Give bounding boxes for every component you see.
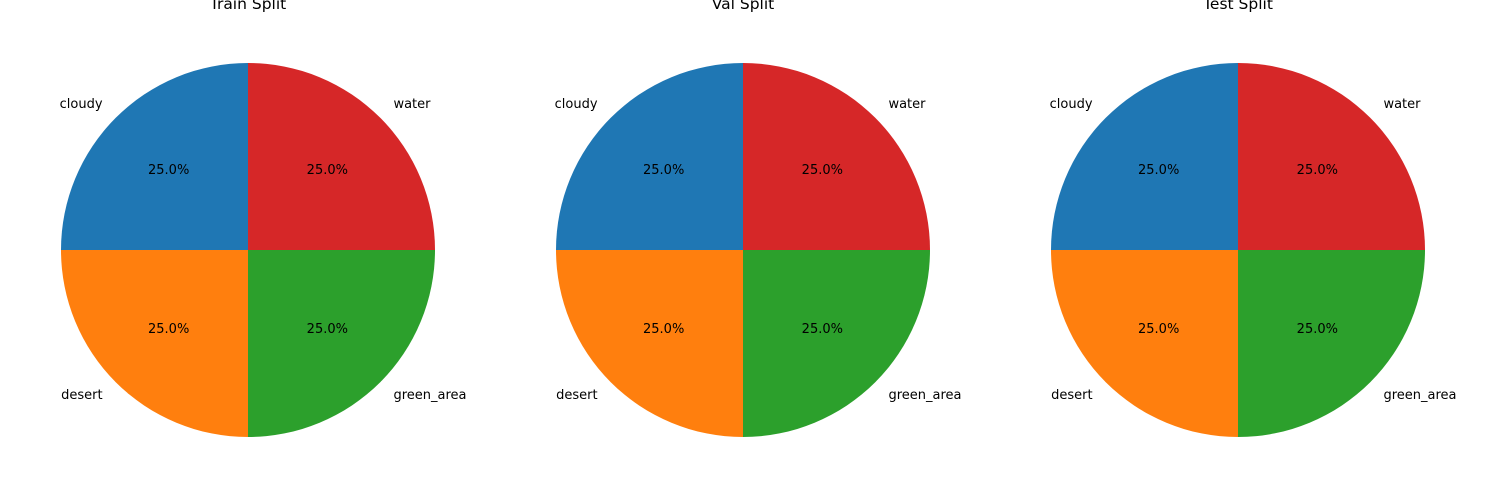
slice-label-desert: desert: [1051, 388, 1092, 403]
pie-slice-green-area: [743, 250, 930, 437]
percent-label-cloudy: 25.0%: [643, 163, 684, 178]
chart-title: Test Split: [1202, 0, 1273, 13]
slice-label-green-area: green_area: [888, 388, 961, 403]
pie-slice-cloudy: [1051, 63, 1238, 250]
percent-label-desert: 25.0%: [148, 322, 189, 337]
slice-label-desert: desert: [556, 388, 597, 403]
pie-chart-test: Test Split cloudy 25.0% desert 25.0% green_a…: [1050, 0, 1456, 437]
slice-label-cloudy: cloudy: [555, 97, 598, 112]
percent-label-green-area: 25.0%: [307, 322, 348, 337]
pie-slice-water: [743, 63, 930, 250]
pie-slice-desert: [1051, 250, 1238, 437]
slice-label-water: water: [1383, 97, 1421, 112]
percent-label-water: 25.0%: [307, 163, 348, 178]
percent-label-cloudy: 25.0%: [1138, 163, 1179, 178]
slice-label-cloudy: cloudy: [60, 97, 103, 112]
pie-chart-val: Val Split cloudy 25.0% desert 25.0% green_ar…: [555, 0, 961, 437]
pie-chart-train: Train Split cloudy 25.0% desert 25.0% green_…: [60, 0, 466, 437]
slice-label-green-area: green_area: [1383, 388, 1456, 403]
pie-slice-cloudy: [61, 63, 248, 250]
pie-slice-green-area: [248, 250, 435, 437]
slice-label-cloudy: cloudy: [1050, 97, 1093, 112]
slice-label-water: water: [888, 97, 926, 112]
pie-slice-green-area: [1238, 250, 1425, 437]
chart-title: Val Split: [712, 0, 775, 13]
pie-slice-desert: [556, 250, 743, 437]
pie-slice-water: [1238, 63, 1425, 250]
percent-label-cloudy: 25.0%: [148, 163, 189, 178]
percent-label-green-area: 25.0%: [1297, 322, 1338, 337]
slice-label-water: water: [393, 97, 431, 112]
pie-slice-desert: [61, 250, 248, 437]
percent-label-green-area: 25.0%: [802, 322, 843, 337]
slice-label-green-area: green_area: [393, 388, 466, 403]
percent-label-water: 25.0%: [1297, 163, 1338, 178]
percent-label-water: 25.0%: [802, 163, 843, 178]
pie-slice-water: [248, 63, 435, 250]
percent-label-desert: 25.0%: [643, 322, 684, 337]
percent-label-desert: 25.0%: [1138, 322, 1179, 337]
slice-label-desert: desert: [61, 388, 102, 403]
pie-slice-cloudy: [556, 63, 743, 250]
chart-title: Train Split: [209, 0, 287, 13]
